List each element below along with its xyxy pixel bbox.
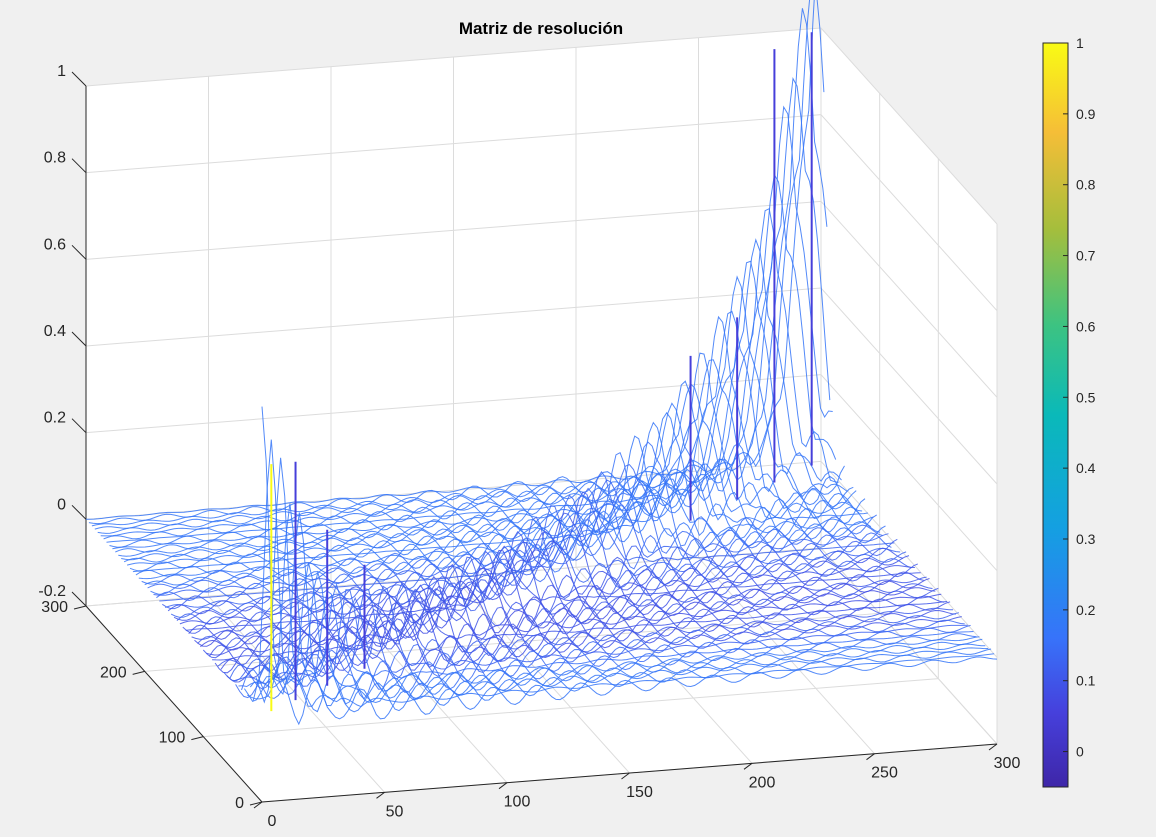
z-tick-label: 0.8	[44, 150, 66, 167]
colorbar-tick-label: 1	[1076, 35, 1084, 51]
x-axis-line	[261, 743, 998, 803]
z-tick-label: 1	[57, 63, 66, 80]
x-tick	[866, 753, 875, 761]
surface-plot	[86, 0, 998, 726]
surface-mesh-line	[220, 601, 956, 679]
surface-mesh-line	[144, 435, 880, 586]
y-tick-label: 300	[41, 599, 68, 616]
surface-mesh-line	[206, 585, 942, 656]
colorbar-tick-label: 0.6	[1076, 318, 1096, 334]
surface-mesh-line	[226, 608, 962, 683]
z-tick-label: 0	[57, 496, 66, 513]
x-tick-label: 250	[871, 765, 898, 782]
surface-mesh-line	[258, 439, 995, 708]
z-tick-label: 0.4	[44, 323, 66, 340]
x-tick-label: 200	[749, 774, 776, 791]
colorbar-tick-label: 0.7	[1076, 248, 1096, 264]
surface-mesh-line	[86, 0, 815, 520]
surface-mesh-line	[261, 406, 998, 726]
surface-mesh-line	[112, 275, 848, 550]
chart-title: Matriz de resolución	[459, 19, 623, 38]
surface-mesh-line	[121, 359, 857, 561]
x-tick	[498, 782, 508, 790]
surface-mesh-line	[123, 352, 860, 563]
colorbar-tick-label: 0.8	[1076, 177, 1096, 193]
z-tick	[71, 244, 87, 260]
y-tick-label: 0	[235, 795, 244, 812]
surface-mesh-line	[126, 382, 863, 566]
surface-mesh-line	[182, 531, 919, 634]
surface-mesh-line	[153, 479, 889, 596]
z-tick-label: -0.2	[38, 583, 66, 600]
y-gridline	[85, 28, 822, 607]
surface-mesh-line	[214, 588, 951, 674]
surface-mesh-line	[247, 562, 983, 705]
z-tick	[71, 158, 87, 174]
surface-mesh-line	[129, 380, 866, 572]
surface-mesh-line	[252, 503, 989, 707]
colorbar-tick-label: 0.3	[1076, 531, 1096, 547]
x-tick	[988, 743, 998, 751]
y-tick	[132, 670, 145, 675]
x-tick	[743, 762, 753, 770]
x-tick-label: 0	[268, 813, 277, 830]
surface-mesh-line	[100, 173, 837, 537]
colorbar-tick-label: 0.1	[1076, 673, 1096, 689]
surface-mesh-line	[135, 411, 872, 577]
y-gridline	[203, 158, 939, 738]
colorbar-bar	[1042, 42, 1069, 788]
axes-3d: 0501001502002503000100200300-0.200.20.40…	[38, 27, 1021, 830]
z-tick	[71, 418, 87, 434]
z-tick	[71, 504, 87, 520]
z-tick-label: 0.6	[44, 236, 66, 253]
surface-mesh-line	[170, 505, 907, 618]
surface-mesh-line	[147, 464, 883, 589]
surface-mesh-line	[235, 589, 971, 699]
y-tick-label: 200	[100, 664, 127, 681]
z-tick	[71, 331, 87, 347]
x-tick	[621, 772, 630, 780]
surface-mesh-line	[159, 487, 895, 602]
x-tick	[253, 801, 263, 809]
colorbar-tick-label: 0	[1076, 744, 1084, 760]
surface-mesh-line	[179, 540, 915, 625]
z-tick	[71, 71, 87, 87]
x-tick-label: 150	[626, 784, 653, 801]
surface-mesh-line	[156, 471, 892, 602]
y-tick-label: 100	[159, 730, 186, 747]
surface-mesh-line	[162, 491, 898, 610]
y-tick	[249, 801, 263, 806]
surface-mesh-line	[238, 582, 974, 689]
colorbar-tick-label: 0.2	[1076, 602, 1096, 618]
y-axis-line	[85, 605, 263, 803]
z-tick-label: 0.2	[44, 410, 66, 427]
surface-mesh-line	[109, 260, 845, 548]
surface-mesh-line	[243, 570, 980, 703]
surface-mesh-line	[97, 105, 833, 534]
colorbar-tick-label: 0.5	[1076, 389, 1096, 405]
surface-mesh-line	[200, 580, 936, 651]
y-tick	[73, 605, 87, 610]
x-tick-label: 300	[994, 755, 1021, 772]
x-tick-label: 50	[386, 803, 404, 820]
surface-mesh-line	[118, 315, 854, 557]
y-tick	[191, 736, 204, 741]
surface-mesh-line	[103, 207, 839, 540]
surface-mesh-line	[202, 563, 939, 659]
x-tick	[376, 791, 385, 799]
z-tick	[71, 591, 87, 607]
x-tick-label: 100	[504, 794, 531, 811]
colorbar-tick-label: 0.4	[1076, 460, 1096, 476]
surface-mesh-line	[115, 310, 851, 553]
surface-mesh-line	[185, 545, 921, 631]
colorbar-tick-label: 0.9	[1076, 106, 1096, 122]
colorbar[interactable]: 0 0.1 0.2 0.3 0.4 0.5 0.6 0.7 0.8 0.9 1	[1042, 35, 1096, 788]
